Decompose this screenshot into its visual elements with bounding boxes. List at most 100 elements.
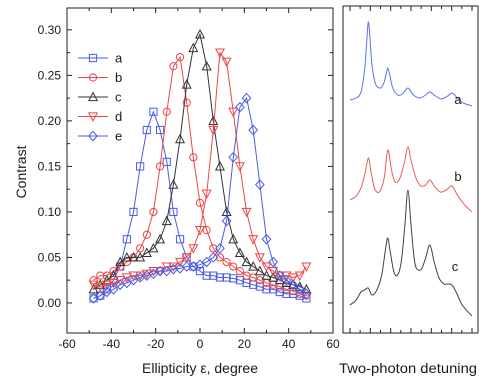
series-e-marker <box>181 261 192 272</box>
series-d-marker <box>254 253 265 263</box>
series-b-marker <box>202 226 211 235</box>
series-b-line <box>93 55 307 297</box>
y-tick-label: 0.10 <box>38 205 62 219</box>
series-c-marker <box>161 215 172 226</box>
series-c-marker <box>288 279 299 289</box>
series-c <box>88 28 312 294</box>
y-tick-label: 0.20 <box>38 114 62 128</box>
series-a-marker <box>202 271 211 280</box>
series-b-marker <box>96 271 105 280</box>
series-c-marker <box>188 42 199 53</box>
contrast-plot: -60 -40 -20 0 20 40 60 0.00 0.05 0.10 0.15 0.20 0.25… <box>38 7 340 351</box>
series-d-marker <box>228 107 239 118</box>
legend-item-c: c <box>78 90 122 105</box>
series-b-marker <box>149 207 158 217</box>
series-a-marker <box>209 271 218 280</box>
series-d-marker <box>194 226 206 236</box>
legend-label-d: d <box>115 109 122 124</box>
series-c-marker <box>148 242 159 253</box>
series-e-marker <box>195 259 205 271</box>
spectrum-b-line <box>349 146 473 213</box>
series-d-marker <box>234 162 245 172</box>
series-d-marker <box>241 207 252 218</box>
x-tick-label: -40 <box>103 337 121 351</box>
series-c-marker <box>214 160 225 171</box>
series-d-line <box>93 51 307 288</box>
y-tick-label: 0.25 <box>38 68 62 82</box>
series-e-marker <box>95 290 106 302</box>
series-a-marker <box>156 125 165 135</box>
series-c-marker <box>168 179 179 189</box>
x-tick-label: -20 <box>147 337 165 351</box>
series-a-marker <box>235 276 245 285</box>
series-a-marker <box>222 273 231 282</box>
series-d-marker <box>301 262 312 273</box>
series-d-marker <box>141 269 152 280</box>
series-a-marker <box>142 125 151 135</box>
series-e-marker <box>128 274 139 286</box>
series-d-marker <box>101 280 112 291</box>
series-b-marker <box>189 153 198 162</box>
series-a-marker <box>175 235 185 244</box>
series-b-marker <box>235 266 244 276</box>
series-d-marker <box>274 271 285 282</box>
series-c-marker <box>248 261 259 271</box>
series-b-marker <box>142 230 151 239</box>
series-b-marker <box>175 53 185 62</box>
series-c-marker <box>201 60 212 71</box>
series-e-marker <box>215 242 225 254</box>
series-e-marker <box>254 179 265 190</box>
series-c-marker <box>234 247 245 257</box>
series-b <box>89 53 311 300</box>
series-e-marker <box>241 92 252 104</box>
x-tick-label: 60 <box>326 337 340 351</box>
series-a-line <box>93 110 307 299</box>
legend-item-d: d <box>78 109 122 124</box>
x-tick-label: 40 <box>282 337 296 351</box>
series-a-marker <box>102 285 112 294</box>
legend-marker-d <box>87 112 99 122</box>
series-b-marker <box>182 98 191 107</box>
legend-marker-c <box>87 91 99 102</box>
series-d-marker <box>121 273 132 283</box>
series-b-marker <box>229 262 238 271</box>
legend-label-c: c <box>115 90 122 105</box>
series-d-marker <box>128 271 139 282</box>
series-a-marker <box>122 235 131 244</box>
y-tick-label: 0.05 <box>38 250 62 264</box>
series-c-marker <box>175 133 186 144</box>
series-e-marker <box>294 283 305 295</box>
legend-label-a: a <box>115 51 123 66</box>
series-c-marker <box>268 271 279 282</box>
series-d-marker <box>175 257 186 268</box>
series-d-marker <box>95 282 106 293</box>
series-a-marker <box>195 266 205 276</box>
legend-marker-e <box>88 130 98 142</box>
series-a-marker <box>169 207 178 217</box>
series-b-marker <box>136 244 145 253</box>
series-b-marker <box>89 276 98 285</box>
series-c-marker <box>254 265 265 276</box>
series-a-marker <box>255 282 264 291</box>
series-a-marker <box>129 207 138 217</box>
series-d <box>88 48 312 293</box>
series-b-marker <box>215 253 225 262</box>
series-e-marker <box>155 265 165 277</box>
series-c-marker <box>181 78 192 89</box>
series-d-marker <box>208 125 219 136</box>
series-c-marker <box>141 247 152 257</box>
series-e-marker <box>88 293 99 304</box>
series-e-marker <box>201 256 212 268</box>
y-axis-label: Contrast <box>13 145 29 198</box>
series-e-marker <box>228 151 239 163</box>
series-c-marker <box>95 279 106 289</box>
series-c-marker <box>101 274 112 285</box>
series-a-marker <box>215 273 225 282</box>
x-tick-label: -60 <box>58 337 76 351</box>
series-a <box>89 107 311 303</box>
x-tick-label: 20 <box>238 337 252 351</box>
spectrum-label-b: b <box>454 169 461 184</box>
series-c-marker <box>135 251 146 262</box>
series-c-marker <box>115 256 126 267</box>
